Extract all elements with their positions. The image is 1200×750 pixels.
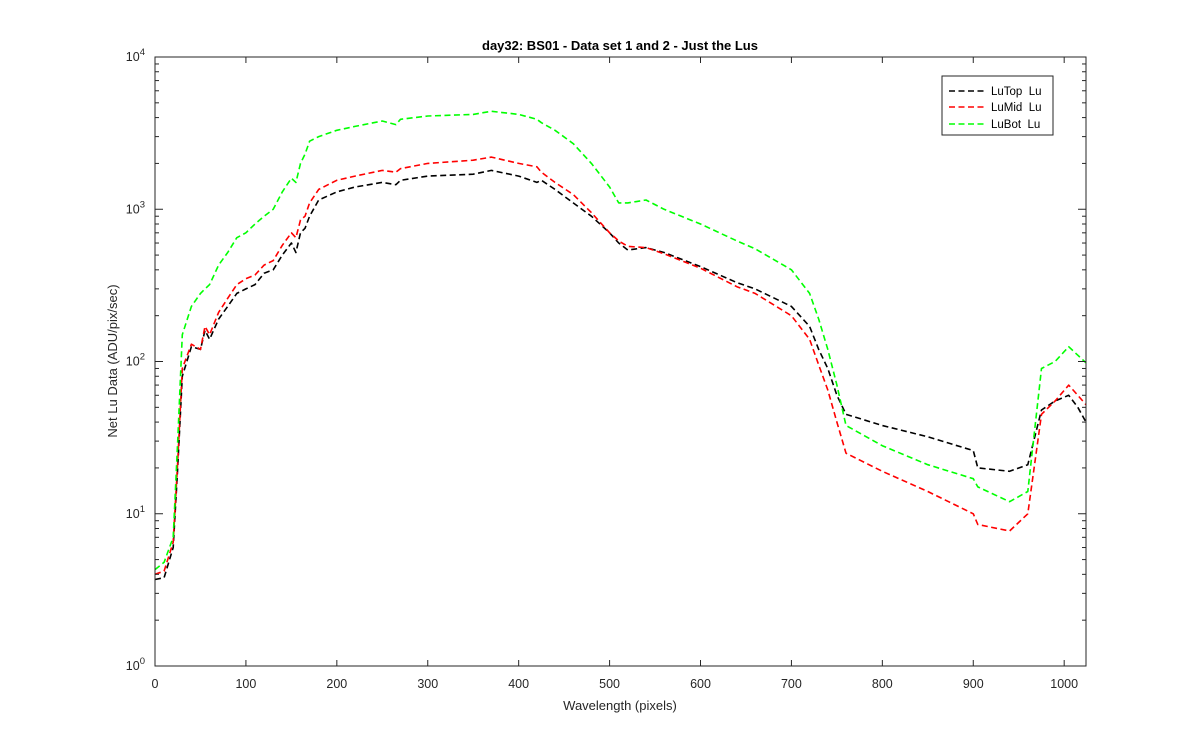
x-tick-label: 900 <box>963 677 984 691</box>
x-tick-label: 700 <box>781 677 802 691</box>
y-tick-label: 102 <box>126 352 145 369</box>
legend-label-lubot: LuBot Lu <box>991 119 1040 131</box>
series-layer <box>154 110 1087 581</box>
series-line-0 <box>154 169 1087 581</box>
series-line-2 <box>154 110 1087 571</box>
series-line-1 <box>154 156 1087 576</box>
plot-background <box>155 57 1086 666</box>
ticks-layer: 0 100 200 300 400 500 600 700 800 900 1000 100 101 10… <box>126 47 1086 691</box>
x-tick-label: 600 <box>690 677 711 691</box>
x-tick-label: 1000 <box>1050 677 1078 691</box>
y-tick-label: 104 <box>126 47 145 64</box>
x-tick-label: 500 <box>599 677 620 691</box>
plot-frame <box>154 56 1087 667</box>
x-tick-label: 400 <box>508 677 529 691</box>
x-tick-label: 100 <box>235 677 256 691</box>
x-axis-label: Wavelength (pixels) <box>563 698 677 713</box>
y-tick-label: 101 <box>126 504 145 521</box>
legend-label-lumid: LuMid Lu <box>991 102 1042 114</box>
y-tick-label: 100 <box>126 656 145 673</box>
x-tick-label: 200 <box>326 677 347 691</box>
chart-title: day32: BS01 - Data set 1 and 2 - Just th… <box>482 38 758 53</box>
x-tick-label: 300 <box>417 677 438 691</box>
legend-label-lutop: LuTop Lu <box>991 86 1042 98</box>
legend-box <box>941 75 1054 136</box>
y-tick-label: 103 <box>126 199 145 216</box>
x-tick-label: 0 <box>152 677 159 691</box>
legend: LuTop Lu LuMid Lu LuBot Lu <box>941 75 1054 136</box>
x-tick-label: 800 <box>872 677 893 691</box>
y-axis-label: Net Lu Data (ADU/pix/sec) <box>105 284 120 437</box>
